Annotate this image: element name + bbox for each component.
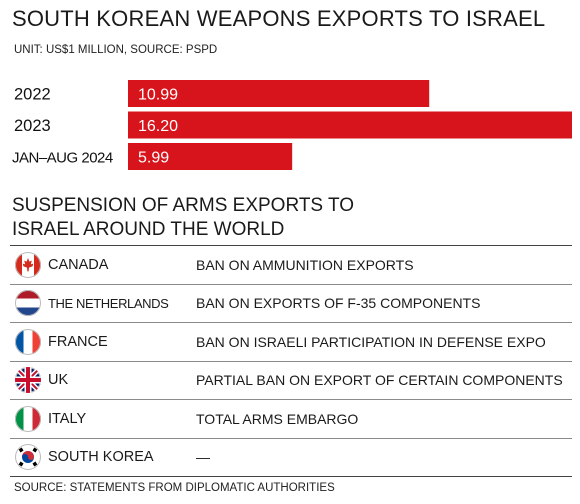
table-row-italy: ITALY TOTAL ARMS EMBARGO	[10, 400, 572, 439]
source-note: SOURCE: STATEMENTS FROM DIPLOMATIC AUTHO…	[14, 482, 335, 494]
country-name: UK	[48, 372, 69, 389]
category-label: 2023	[14, 117, 51, 135]
canada-flag-icon	[15, 251, 41, 278]
value-label: 5.99	[138, 150, 169, 167]
bar	[128, 143, 293, 170]
value-label: 16.20	[138, 118, 178, 135]
measure-text: TOTAL ARMS EMBARGO	[196, 410, 359, 427]
netherlands-flag-icon	[15, 290, 41, 317]
uk-flag-icon	[15, 367, 41, 394]
table-row-south-korea: SOUTH KOREA —	[10, 439, 572, 477]
bar	[128, 111, 572, 139]
table-row-france: FRANCE BAN ON ISRAELI PARTICIPATION IN D…	[10, 323, 572, 362]
country-name: THE NETHERLANDS	[48, 295, 169, 311]
measure-text: PARTIAL BAN ON EXPORT OF CERTAIN COMPONE…	[196, 372, 563, 389]
suspension-table: CANADA BAN ON AMMUNITION EXPORTS THE NET…	[10, 245, 572, 477]
measure-text: BAN ON EXPORTS OF F-35 COMPONENTS	[196, 295, 481, 312]
chart-title: SOUTH KOREAN WEAPONS EXPORTS TO ISRAEL	[12, 6, 546, 31]
italy-flag-icon	[15, 405, 41, 432]
value-label: 10.99	[138, 87, 178, 104]
unit-source-note: UNIT: US$1 MILLION, SOURCE: PSPD	[14, 44, 218, 56]
table-row-uk: UK PARTIAL BAN ON EXPORT OF CERTAIN COMP…	[10, 362, 572, 400]
country-name: ITALY	[48, 410, 87, 427]
south-korea-flag-icon	[15, 444, 41, 471]
bar-chart: 2022 10.99 2023 16.20 JAN–AUG 2024 5.99	[12, 80, 572, 170]
category-label: JAN–AUG 2024	[12, 150, 113, 167]
bar	[128, 80, 430, 107]
measure-text: —	[196, 449, 210, 466]
measure-text: BAN ON ISRAELI PARTICIPATION IN DEFENSE …	[196, 333, 546, 350]
table-row-canada: CANADA BAN ON AMMUNITION EXPORTS	[10, 246, 572, 285]
france-flag-icon	[15, 328, 41, 355]
country-name: CANADA	[48, 256, 109, 273]
country-name: SOUTH KOREA	[48, 449, 154, 466]
measure-text: BAN ON AMMUNITION EXPORTS	[196, 256, 414, 273]
table-subtitle: SUSPENSION OF ARMS EXPORTS TO ISRAEL ARO…	[12, 195, 355, 240]
table-row-netherlands: THE NETHERLANDS BAN ON EXPORTS OF F-35 C…	[10, 285, 572, 323]
country-name: FRANCE	[48, 333, 108, 350]
category-label: 2022	[14, 86, 51, 104]
